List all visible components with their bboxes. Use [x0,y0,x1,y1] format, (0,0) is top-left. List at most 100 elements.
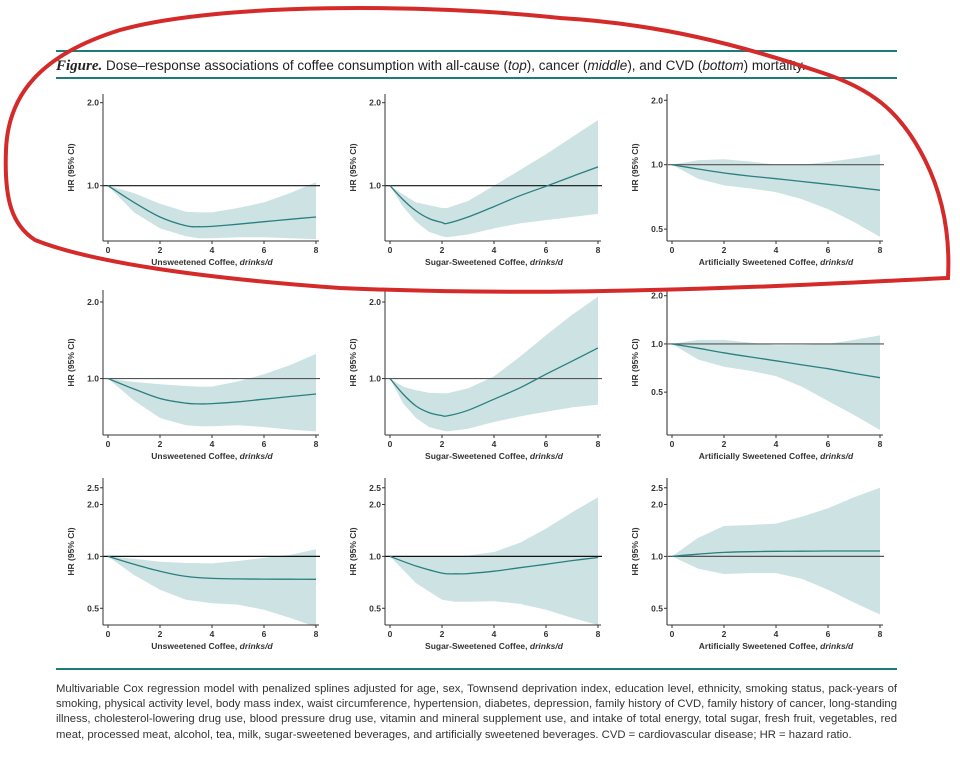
y-tick-label: 2.0 [87,98,99,108]
x-tick-label: 6 [262,629,267,639]
x-axis-label-unit: drinks/d [820,641,854,651]
confidence-band [108,549,316,627]
x-axis-label: Artificially Sweetened Coffee, drinks/d [699,257,854,267]
x-axis-label: Artificially Sweetened Coffee, drinks/d [699,641,854,651]
x-tick-label: 0 [670,439,675,449]
confidence-band [390,296,598,432]
x-tick-label: 2 [722,629,727,639]
x-axis-label: Unsweetened Coffee, drinks/d [151,257,273,267]
y-tick-label: 0.5 [651,387,663,397]
x-tick-label: 8 [878,629,883,639]
x-axis-label-unit: drinks/d [240,451,274,461]
x-axis-label-unit: drinks/d [530,641,564,651]
x-axis-label: Unsweetened Coffee, drinks/d [151,641,273,651]
x-axis-label-unit: drinks/d [240,641,274,651]
x-axis-label: Sugar-Sweetened Coffee, drinks/d [425,257,564,267]
y-tick-label: 0.5 [651,603,663,613]
confidence-band [108,353,316,432]
x-tick-label: 4 [210,439,215,449]
x-tick-label: 8 [314,439,319,449]
y-tick-label: 0.5 [651,224,663,234]
y-tick-label: 1.0 [87,551,99,561]
x-axis-label-unit: drinks/d [820,257,854,267]
x-tick-label: 4 [210,629,215,639]
confidence-band [108,182,316,240]
hazard-ratio-line [389,347,599,418]
x-tick-label: 6 [826,245,831,255]
x-axis-label-text: Artificially Sweetened Coffee, [699,641,820,651]
x-tick-label: 8 [314,629,319,639]
x-axis-label-text: Unsweetened Coffee, [151,451,239,461]
x-tick-label: 4 [774,245,779,255]
x-tick-label: 4 [492,439,497,449]
x-tick-label: 8 [878,439,883,449]
confidence-band [672,335,880,430]
y-tick-label: 1.0 [651,160,663,170]
y-tick-label: 1.0 [369,551,381,561]
y-axis-label: HR (95% CI) [66,143,76,191]
x-tick-label: 4 [774,439,779,449]
y-tick-label: 2.0 [87,499,99,509]
y-tick-label: 2.5 [651,483,663,493]
x-axis-label-unit: drinks/d [240,257,274,267]
y-tick-label: 2.5 [87,483,99,493]
y-tick-label: 2.0 [369,499,381,509]
x-tick-label: 6 [544,629,549,639]
x-tick-label: 2 [158,245,163,255]
x-tick-label: 0 [670,245,675,255]
y-tick-label: 1.0 [369,374,381,384]
y-tick-label: 2.5 [369,483,381,493]
y-axis-label: HR (95% CI) [66,338,76,386]
x-tick-label: 6 [262,245,267,255]
y-tick-label: 1.0 [87,374,99,384]
x-tick-label: 8 [878,245,883,255]
x-axis-label-text: Sugar-Sweetened Coffee, [425,451,530,461]
x-axis-label: Unsweetened Coffee, drinks/d [151,451,273,461]
hazard-ratio-line [389,555,599,575]
x-axis-label-unit: drinks/d [530,257,564,267]
footnote: Multivariable Cox regression model with … [56,683,897,741]
x-axis-label-text: Artificially Sweetened Coffee, [699,257,820,267]
x-tick-label: 6 [826,439,831,449]
y-axis-label: HR (95% CI) [630,527,640,575]
x-tick-label: 0 [670,629,675,639]
x-tick-label: 2 [158,439,163,449]
x-tick-label: 2 [440,245,445,255]
y-tick-label: 2.0 [651,499,663,509]
y-tick-label: 0.5 [87,603,99,613]
y-axis-label: HR (95% CI) [348,338,358,386]
y-tick-label: 1.0 [87,181,99,191]
x-tick-label: 2 [440,629,445,639]
x-axis-label: Sugar-Sweetened Coffee, drinks/d [425,451,564,461]
y-axis-label: HR (95% CI) [348,143,358,191]
confidence-band [672,154,880,237]
y-tick-label: 2.0 [87,297,99,307]
x-tick-label: 0 [388,245,393,255]
y-axis-label: HR (95% CI) [630,338,640,386]
x-tick-label: 2 [158,629,163,639]
y-tick-label: 1.0 [369,181,381,191]
y-tick-label: 1.0 [651,339,663,349]
x-axis-label-unit: drinks/d [530,451,564,461]
x-axis-label-text: Artificially Sweetened Coffee, [699,451,820,461]
x-tick-label: 4 [492,629,497,639]
x-axis-label-text: Sugar-Sweetened Coffee, [425,641,530,651]
y-tick-label: 0.5 [369,603,381,613]
x-axis-label-text: Unsweetened Coffee, [151,641,239,651]
x-tick-label: 2 [722,245,727,255]
x-tick-label: 6 [262,439,267,449]
footnote-rule [56,668,897,670]
hazard-ratio-line [107,555,317,580]
x-tick-label: 0 [106,245,111,255]
x-tick-label: 4 [492,245,497,255]
x-axis-label: Sugar-Sweetened Coffee, drinks/d [425,641,564,651]
x-tick-label: 8 [596,245,601,255]
x-tick-label: 4 [210,245,215,255]
x-axis-label-unit: drinks/d [820,451,854,461]
hazard-ratio-line [107,377,317,405]
x-axis-label: Artificially Sweetened Coffee, drinks/d [699,451,854,461]
x-tick-label: 8 [596,629,601,639]
x-axis-label-text: Sugar-Sweetened Coffee, [425,257,530,267]
x-tick-label: 2 [440,439,445,449]
